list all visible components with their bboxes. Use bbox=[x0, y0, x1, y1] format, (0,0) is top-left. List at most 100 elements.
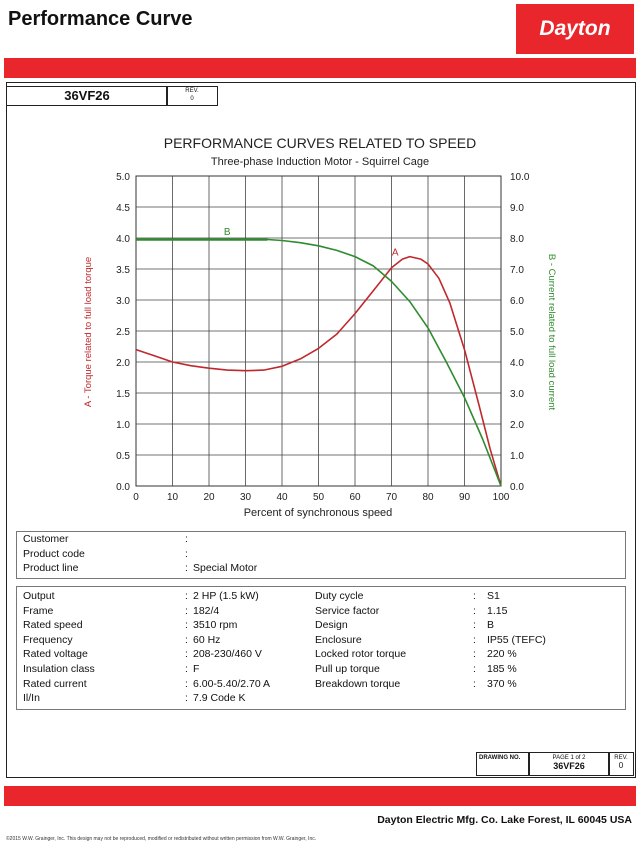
right-tick-label: 2.0 bbox=[510, 420, 524, 431]
spec-right-sep: : bbox=[473, 648, 476, 661]
spec-left-value: F bbox=[193, 663, 200, 675]
x-tick-label: 80 bbox=[422, 492, 434, 503]
spec-right-label: Enclosure bbox=[315, 633, 362, 646]
spec-left-value: 3510 rpm bbox=[193, 619, 238, 632]
drawing-number-block: DRAWING NO. PAGE 1 of 2 36VF26 REV. 0 bbox=[476, 752, 634, 776]
chart-annotations: BA bbox=[224, 227, 399, 258]
spec-left-label: Output bbox=[23, 590, 55, 602]
rev-label: REV. bbox=[185, 88, 199, 94]
spec-right-label: Service factor bbox=[315, 604, 380, 617]
bottom-red-band bbox=[4, 786, 636, 806]
customer-info-label: Product line bbox=[23, 562, 79, 575]
spec-right-sep: : bbox=[473, 677, 476, 690]
dayton-logo: Dayton bbox=[516, 4, 634, 54]
spec-right-label: Pull up torque bbox=[315, 663, 380, 675]
x-tick-label: 40 bbox=[276, 492, 288, 503]
left-tick-label: 3.0 bbox=[116, 296, 130, 307]
chart-subtitle: Three-phase Induction Motor - Squirrel C… bbox=[211, 156, 429, 168]
spec-left-sep: : bbox=[185, 692, 188, 705]
footer-rev-label: REV. bbox=[614, 755, 628, 761]
left-tick-label: 1.5 bbox=[116, 389, 130, 400]
x-tick-label: 10 bbox=[167, 492, 179, 503]
x-tick-label: 50 bbox=[313, 492, 325, 503]
page-title: Performance Curve bbox=[8, 8, 193, 30]
left-tick-label: 5.0 bbox=[116, 172, 130, 183]
series-line-a bbox=[135, 255, 502, 487]
spec-right-label: Breakdown torque bbox=[315, 677, 401, 690]
spec-right-sep: : bbox=[473, 604, 476, 617]
left-tick-label: 4.0 bbox=[116, 234, 130, 245]
customer-info-value: Special Motor bbox=[193, 562, 258, 575]
customer-info-label: Customer bbox=[23, 533, 69, 545]
x-tick-label: 60 bbox=[349, 492, 361, 503]
spec-right-sep: : bbox=[473, 633, 476, 646]
chart-title: PERFORMANCE CURVES RELATED TO SPEED bbox=[164, 135, 476, 151]
right-tick-label: 4.0 bbox=[510, 358, 524, 369]
spec-right-value: 1.15 bbox=[487, 604, 508, 617]
spec-left-sep: : bbox=[185, 663, 188, 675]
spec-right-value: B bbox=[487, 619, 495, 632]
specifications-box: Output:2 HP (1.5 kW) Frame:182/4 Rated spe… bbox=[16, 586, 626, 710]
spec-left-value: 182/4 bbox=[193, 604, 220, 617]
footer-rev-cell: REV. 0 bbox=[608, 752, 634, 776]
x-tick-label: 90 bbox=[459, 492, 471, 503]
x-axis-ticks: 0 10 20 30 40 50 60 70 80 90 100 bbox=[133, 492, 510, 503]
spec-left-label: Rated current bbox=[23, 677, 87, 690]
performance-chart: PERFORMANCE CURVES RELATED TO SPEED Thre… bbox=[83, 135, 557, 519]
spec-right-value: IP55 (TEFC) bbox=[487, 633, 546, 646]
right-tick-label: 7.0 bbox=[510, 265, 524, 276]
x-tick-label: 20 bbox=[203, 492, 215, 503]
drawing-no-cell: DRAWING NO. bbox=[476, 752, 530, 776]
footer-rev-value: 0 bbox=[618, 761, 624, 770]
rev-value: 0 bbox=[190, 96, 194, 102]
top-red-band bbox=[4, 58, 636, 78]
left-tick-label: 0.5 bbox=[116, 451, 130, 462]
x-tick-label: 0 bbox=[133, 492, 139, 503]
spec-left-label: Rated voltage bbox=[23, 648, 88, 661]
spec-right-value: 220 % bbox=[487, 648, 517, 661]
right-tick-label: 0.0 bbox=[510, 482, 524, 493]
spec-right-value: 185 % bbox=[487, 663, 517, 675]
spec-left-label: Il/In bbox=[23, 692, 40, 705]
right-tick-label: 5.0 bbox=[510, 327, 524, 338]
spec-left-sep: : bbox=[185, 633, 188, 646]
series-label-b: B bbox=[224, 227, 231, 238]
customer-info-sep: : bbox=[185, 533, 188, 545]
revision-box: REV. 0 bbox=[166, 86, 218, 106]
page-label: PAGE 1 of 2 bbox=[552, 755, 586, 761]
spec-right-sep: : bbox=[473, 619, 476, 632]
right-tick-label: 10.0 bbox=[510, 172, 530, 183]
spec-left-sep: : bbox=[185, 619, 188, 632]
page-cell: PAGE 1 of 2 36VF26 bbox=[528, 752, 610, 776]
spec-left-sep: : bbox=[185, 677, 188, 690]
left-tick-label: 3.5 bbox=[116, 265, 130, 276]
chart-grid bbox=[135, 175, 502, 487]
spec-left-sep: : bbox=[185, 648, 188, 661]
spec-left-sep: : bbox=[185, 604, 188, 617]
right-tick-label: 1.0 bbox=[510, 451, 524, 462]
spec-left-value: 208-230/460 V bbox=[193, 648, 262, 661]
customer-info-sep: : bbox=[185, 562, 188, 575]
company-address: Dayton Electric Mfg. Co. Lake Forest, IL… bbox=[377, 814, 632, 826]
drawing-no-value: 36VF26 bbox=[553, 761, 585, 771]
customer-info-box: Customer: Product code: Product line: Speci… bbox=[16, 531, 626, 579]
spec-left-value: 6.00-5.40/2.70 A bbox=[193, 677, 271, 690]
right-tick-label: 6.0 bbox=[510, 296, 524, 307]
x-tick-label: 100 bbox=[493, 492, 510, 503]
spec-right-value: S1 bbox=[487, 590, 500, 602]
left-tick-label: 2.5 bbox=[116, 327, 130, 338]
spec-left-label: Frequency bbox=[23, 633, 73, 646]
spec-right-label: Design bbox=[315, 619, 348, 632]
spec-left-sep: : bbox=[185, 590, 188, 602]
spec-left-value: 7.9 Code K bbox=[193, 692, 246, 705]
spec-right-label: Duty cycle bbox=[315, 590, 364, 602]
customer-info-label: Product code bbox=[23, 547, 85, 560]
spec-right-value: 370 % bbox=[487, 677, 517, 690]
right-axis-ticks: 0.0 1.0 2.0 3.0 4.0 5.0 6.0 7.0 8.0 9.0 10.0 bbox=[510, 172, 530, 493]
customer-info-sep: : bbox=[185, 547, 188, 560]
x-axis-label: Percent of synchronous speed bbox=[244, 507, 393, 519]
spec-right-sep: : bbox=[473, 663, 476, 675]
drawing-frame bbox=[6, 82, 636, 778]
spec-right-label: Locked rotor torque bbox=[315, 648, 407, 661]
spec-left-label: Rated speed bbox=[23, 619, 83, 632]
